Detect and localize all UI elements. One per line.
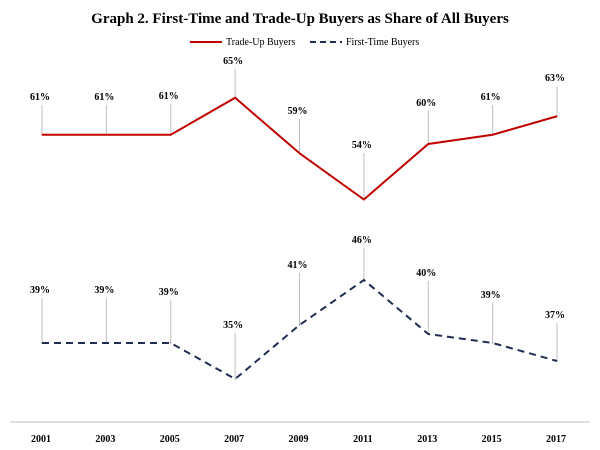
data-label-first-time: 39% <box>159 287 179 298</box>
data-label-trade-up: 63% <box>545 73 565 84</box>
data-label-trade-up: 61% <box>94 92 114 103</box>
data-label-trade-up: 61% <box>159 91 179 102</box>
legend-label-trade-up: Trade-Up Buyers <box>226 37 295 48</box>
data-label-trade-up: 60% <box>416 98 436 109</box>
data-label-first-time: 37% <box>545 310 565 321</box>
data-label-first-time: 39% <box>94 285 114 296</box>
data-label-trade-up: 59% <box>288 106 308 117</box>
series-line-first-time <box>42 278 558 381</box>
data-label-trade-up: 61% <box>30 92 50 103</box>
data-label-first-time: 46% <box>352 235 372 246</box>
data-point-first-time <box>427 333 429 335</box>
data-point-first-time <box>105 342 107 344</box>
data-label-first-time: 39% <box>30 285 50 296</box>
data-label-trade-up: 65% <box>223 56 243 67</box>
x-tick-label: 2011 <box>353 434 372 445</box>
data-label-first-time: 40% <box>416 268 436 279</box>
x-tick-label: 2001 <box>31 434 51 445</box>
data-label-trade-up: 54% <box>352 140 372 151</box>
data-point-trade-up <box>41 134 43 136</box>
x-tick-label: 2013 <box>417 434 437 445</box>
x-tick-label: 2009 <box>289 434 309 445</box>
data-label-trade-up: 61% <box>481 92 501 103</box>
plot-area: 61% 61% 61% 65% 59% 54% 60% 61% 63% 39% 39% 39% 35% 4… <box>30 56 566 445</box>
data-point-trade-up <box>427 143 429 145</box>
data-point-trade-up <box>363 199 365 200</box>
data-point-trade-up <box>299 152 300 154</box>
x-tick-label: 2017 <box>546 434 566 445</box>
x-tick-label: 2005 <box>160 434 180 445</box>
data-point-trade-up <box>234 97 236 99</box>
data-point-first-time <box>234 378 236 380</box>
data-point-trade-up <box>105 134 107 136</box>
data-label-first-time: 41% <box>288 260 308 271</box>
x-tick-label: 2007 <box>224 434 244 445</box>
data-point-trade-up <box>492 134 494 136</box>
data-point-first-time <box>170 342 172 344</box>
data-point-trade-up <box>556 115 558 117</box>
data-label-first-time: 35% <box>223 320 243 331</box>
data-label-first-time: 39% <box>481 290 501 301</box>
data-point-first-time <box>41 342 43 344</box>
x-tick-label: 2015 <box>482 434 502 445</box>
chart-title: Graph 2. First-Time and Trade-Up Buyers … <box>91 11 509 27</box>
data-point-first-time <box>363 279 365 281</box>
data-point-first-time <box>556 360 558 362</box>
legend: Trade-Up Buyers First-Time Buyers <box>190 37 419 48</box>
data-point-trade-up <box>170 134 172 136</box>
data-point-first-time <box>299 324 300 326</box>
x-tick-label: 2003 <box>95 434 115 445</box>
legend-label-first-time: First-Time Buyers <box>346 37 419 48</box>
data-point-first-time <box>492 342 494 344</box>
